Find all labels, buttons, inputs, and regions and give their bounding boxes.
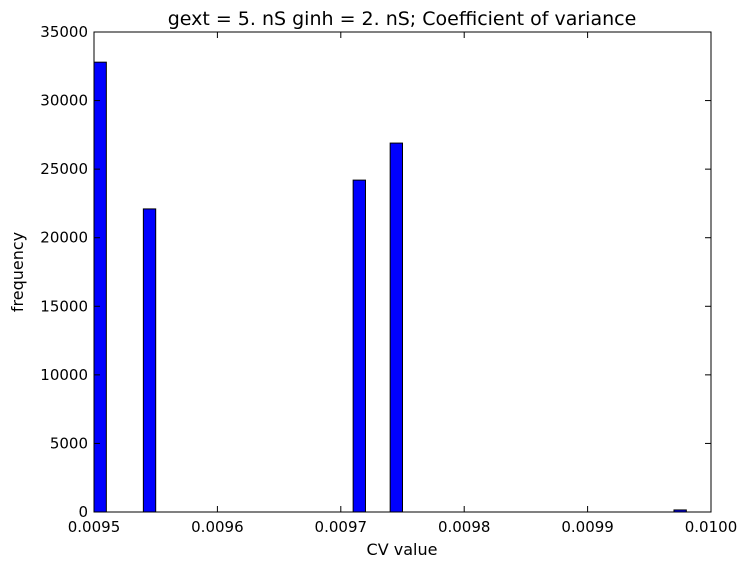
y-tick-label-6: 30000 [40,92,88,110]
y-tick-label-1: 5000 [50,434,88,452]
y-tick-label-2: 10000 [40,366,88,384]
bars-group [93,61,687,513]
histogram-bar-3 [389,142,404,513]
x-tick-label-5: 0.0100 [685,518,738,536]
plot-frame [93,31,712,513]
x-tick-label-3: 0.0098 [438,518,491,536]
y-tick-label-0: 0 [78,503,88,521]
y-tick-label-7: 35000 [40,23,88,41]
y-tick-label-4: 20000 [40,229,88,247]
chart-title: gext = 5. nS ginh = 2. nS; Coefficient o… [168,8,637,30]
histogram-bar-0 [93,61,107,513]
y-tick-label-3: 15000 [40,297,88,315]
histogram-bar-2 [352,179,366,513]
y-axis-ticks: 0 5000 10000 15000 20000 25000 30000 35000 [40,23,711,521]
y-tick-label-5: 25000 [40,160,88,178]
x-axis-ticks: 0.0095 0.0096 0.0097 0.0098 0.0099 0.0100 [68,32,738,536]
x-tick-label-0: 0.0095 [68,518,121,536]
x-tick-label-4: 0.0099 [561,518,614,536]
x-tick-label-1: 0.0096 [191,518,244,536]
y-axis-label: frequency [8,232,27,312]
x-tick-label-2: 0.0097 [315,518,368,536]
x-axis-label: CV value [367,540,438,559]
histogram-bar-1 [142,208,157,513]
